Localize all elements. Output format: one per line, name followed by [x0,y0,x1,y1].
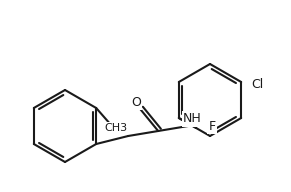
Text: CH3: CH3 [104,123,128,133]
Text: O: O [131,95,141,108]
Text: F: F [208,119,216,132]
Text: NH: NH [183,113,202,126]
Text: Cl: Cl [251,79,263,92]
